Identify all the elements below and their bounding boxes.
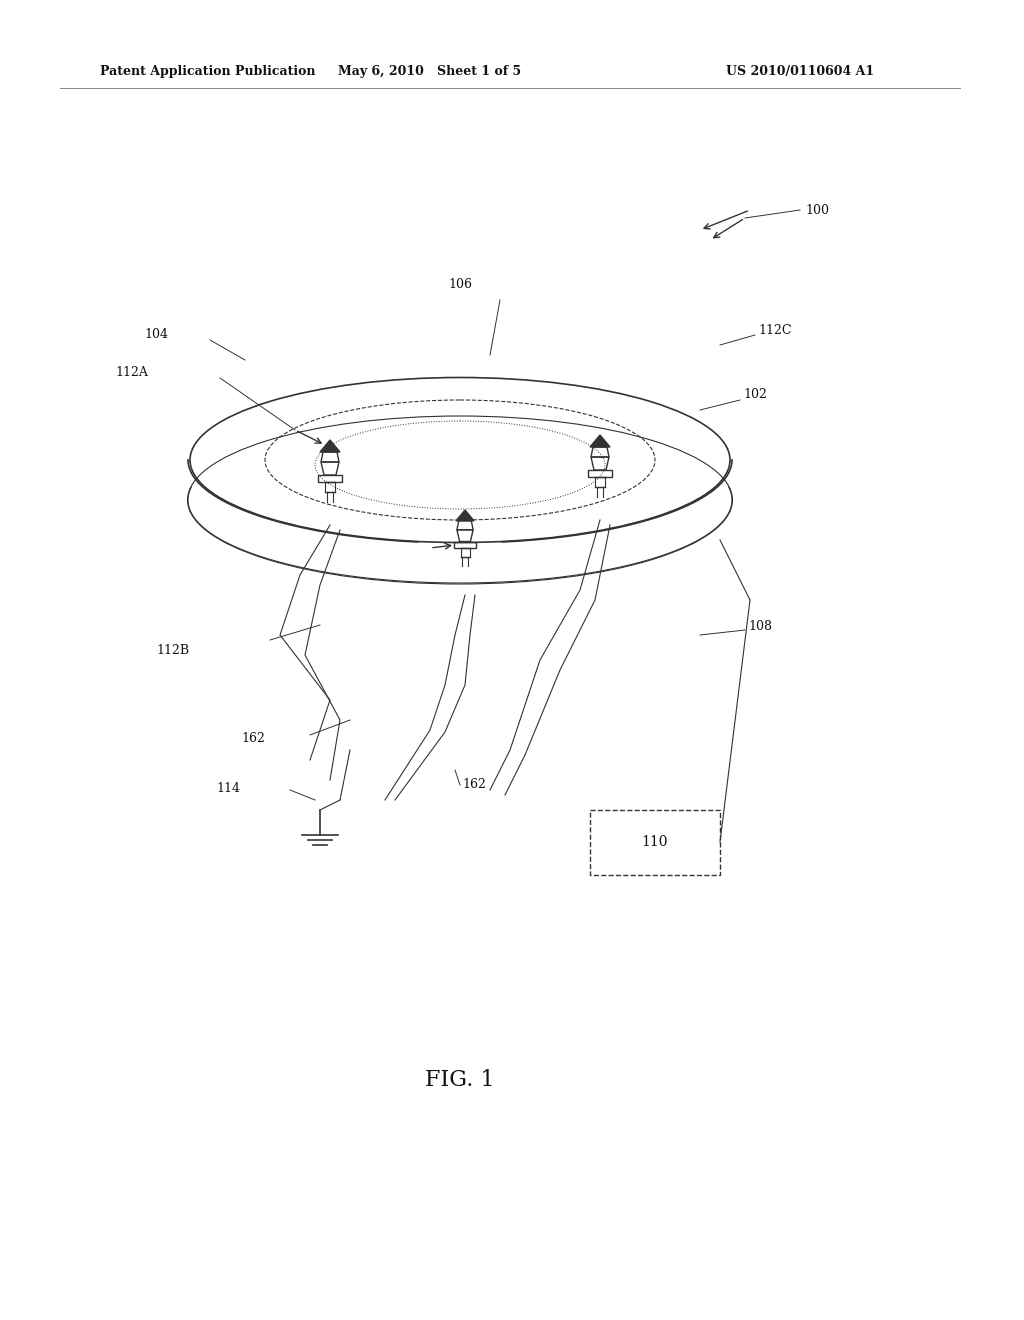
Text: 162: 162 xyxy=(241,731,265,744)
Text: US 2010/0110604 A1: US 2010/0110604 A1 xyxy=(726,66,874,78)
Text: FIG. 1: FIG. 1 xyxy=(425,1069,495,1092)
Text: 102: 102 xyxy=(743,388,767,401)
Text: Patent Application Publication: Patent Application Publication xyxy=(100,66,315,78)
Text: 112A: 112A xyxy=(115,366,148,379)
Text: 112C: 112C xyxy=(758,323,792,337)
Polygon shape xyxy=(456,510,474,521)
Text: 162: 162 xyxy=(462,779,485,792)
Text: 114: 114 xyxy=(216,781,240,795)
Polygon shape xyxy=(319,440,340,451)
Text: 112B: 112B xyxy=(157,644,190,656)
Polygon shape xyxy=(590,436,610,447)
Text: 104: 104 xyxy=(144,329,168,342)
Text: 106: 106 xyxy=(449,279,472,292)
Text: 108: 108 xyxy=(748,619,772,632)
Text: May 6, 2010   Sheet 1 of 5: May 6, 2010 Sheet 1 of 5 xyxy=(339,66,521,78)
Text: 110: 110 xyxy=(642,836,669,850)
Text: 100: 100 xyxy=(805,203,829,216)
